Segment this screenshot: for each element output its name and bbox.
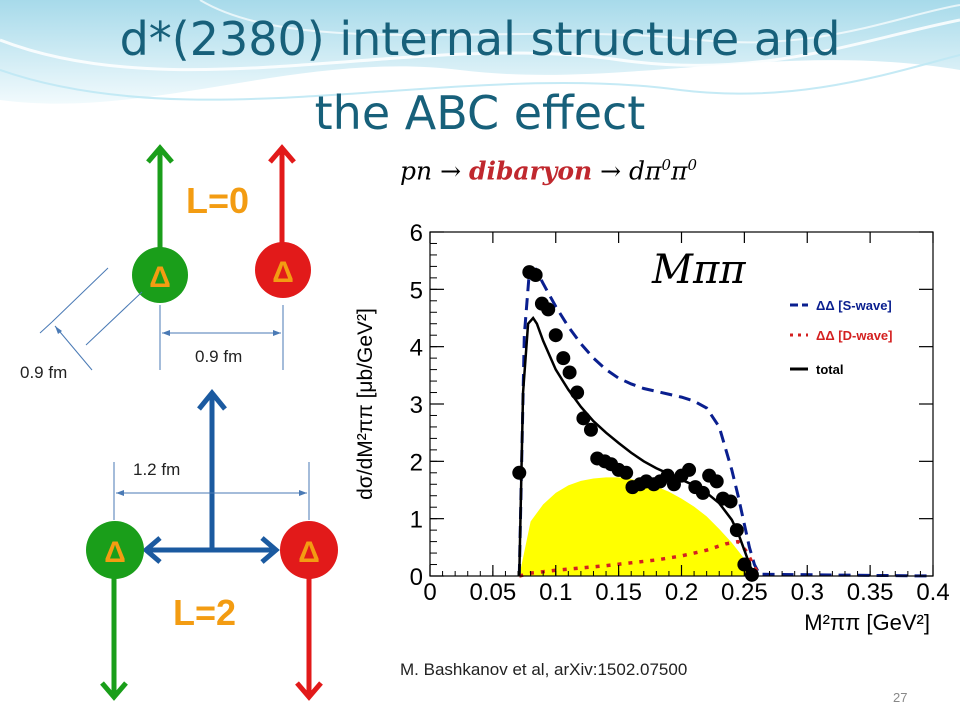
y-tick-label: 2 bbox=[410, 449, 423, 476]
x-tick-label: 0.15 bbox=[595, 579, 642, 606]
delta-label-red-bottom: Δ bbox=[298, 536, 320, 569]
dimension-line-diagonal bbox=[54, 325, 93, 371]
distance-label-horizontal: 0.9 fm bbox=[195, 347, 242, 366]
data-point bbox=[583, 422, 598, 437]
x-tick-label: 0.2 bbox=[665, 579, 698, 606]
delta-label-green-bottom: Δ bbox=[104, 536, 126, 569]
delta-label-green-top: Δ bbox=[149, 261, 171, 294]
wave-label-l0: L=0 bbox=[186, 180, 249, 221]
distance-label-bottom: 1.2 fm bbox=[133, 460, 180, 479]
data-point bbox=[723, 494, 738, 509]
data-point bbox=[528, 268, 543, 282]
y-tick-label: 3 bbox=[410, 392, 423, 419]
series-line-2 bbox=[518, 315, 758, 577]
dibaryon-structure-diagram: Δ Δ L=0 0.9 fm 0.9 fm Δ Δ L=2 bbox=[20, 144, 338, 701]
equation-pi: π bbox=[671, 156, 688, 186]
data-point bbox=[576, 411, 591, 426]
x-tick-label: 0.25 bbox=[721, 579, 768, 606]
data-point bbox=[570, 385, 585, 400]
data-point bbox=[744, 567, 759, 582]
distance-label-diagonal: 0.9 fm bbox=[20, 363, 67, 382]
reaction-equation: pn → dibaryon → dπ0π0 bbox=[400, 156, 697, 185]
delta-green-bottom bbox=[86, 521, 144, 579]
x-tick-label: 0.1 bbox=[539, 579, 572, 606]
data-point bbox=[556, 351, 571, 366]
y-tick-label: 0 bbox=[410, 564, 423, 591]
header-wave-background bbox=[0, 0, 960, 104]
data-point bbox=[512, 465, 527, 480]
x-tick-label: 0.05 bbox=[470, 579, 517, 606]
x-tick-label: 0.3 bbox=[791, 579, 824, 606]
data-point bbox=[541, 302, 556, 317]
x-tick-label: 0 bbox=[423, 579, 436, 606]
slide-title-line-2: the ABC effect bbox=[314, 86, 646, 140]
page-number: 27 bbox=[893, 690, 908, 705]
invariant-mass-chart: 0 0.05 0.1 0.15 0.2 0.25 0.3 0.35 0.4 0 1 2 3 4 5 6 M²ππ… bbox=[354, 220, 949, 635]
delta-green-top bbox=[132, 247, 188, 303]
data-point bbox=[709, 474, 724, 489]
data-point bbox=[695, 485, 710, 500]
data-point bbox=[562, 365, 577, 380]
equation-arrow-2: → bbox=[600, 156, 622, 186]
data-point bbox=[548, 328, 563, 343]
equation-lhs: pn bbox=[400, 156, 433, 186]
y-tick-label: 1 bbox=[410, 507, 423, 534]
series-line-0 bbox=[517, 267, 934, 578]
equation-arrow-1: → bbox=[440, 156, 462, 186]
equation-d-pi: dπ bbox=[629, 156, 662, 186]
x-axis-title: M²ππ [GeV²] bbox=[804, 610, 930, 635]
x-tick-label: 0.35 bbox=[847, 579, 894, 606]
slide-title-line-1: d*(2380) internal structure and bbox=[119, 12, 841, 66]
delta-red-bottom bbox=[280, 521, 338, 579]
delta-red-top bbox=[255, 242, 311, 298]
equation-dibaryon: dibaryon bbox=[468, 156, 593, 186]
citation: M. Bashkanov et al, arXiv:1502.07500 bbox=[400, 660, 688, 679]
yellow-filled-area bbox=[519, 477, 757, 576]
y-tick-label: 5 bbox=[410, 277, 423, 304]
equation-box bbox=[341, 149, 889, 191]
x-tick-label: 0.4 bbox=[916, 579, 949, 606]
y-tick-label: 4 bbox=[410, 335, 423, 362]
equation-sup-1: 0 bbox=[661, 156, 672, 174]
mass-annotation: Mππ bbox=[651, 247, 746, 293]
data-point bbox=[729, 523, 744, 538]
legend-label-0: ΔΔ [S-wave] bbox=[816, 298, 892, 313]
data-point bbox=[619, 465, 634, 480]
data-point bbox=[682, 462, 697, 477]
y-axis-title: dσ/dM²ππ [μb/GeV²] bbox=[354, 308, 377, 500]
data-point bbox=[737, 557, 752, 572]
y-tick-label: 6 bbox=[410, 220, 423, 247]
wave-label-l2: L=2 bbox=[173, 592, 236, 633]
equation-sup-2: 0 bbox=[687, 156, 698, 174]
legend-label-1: ΔΔ [D-wave] bbox=[816, 328, 892, 343]
delta-label-red-top: Δ bbox=[272, 256, 294, 289]
legend-label-2: total bbox=[816, 362, 843, 377]
